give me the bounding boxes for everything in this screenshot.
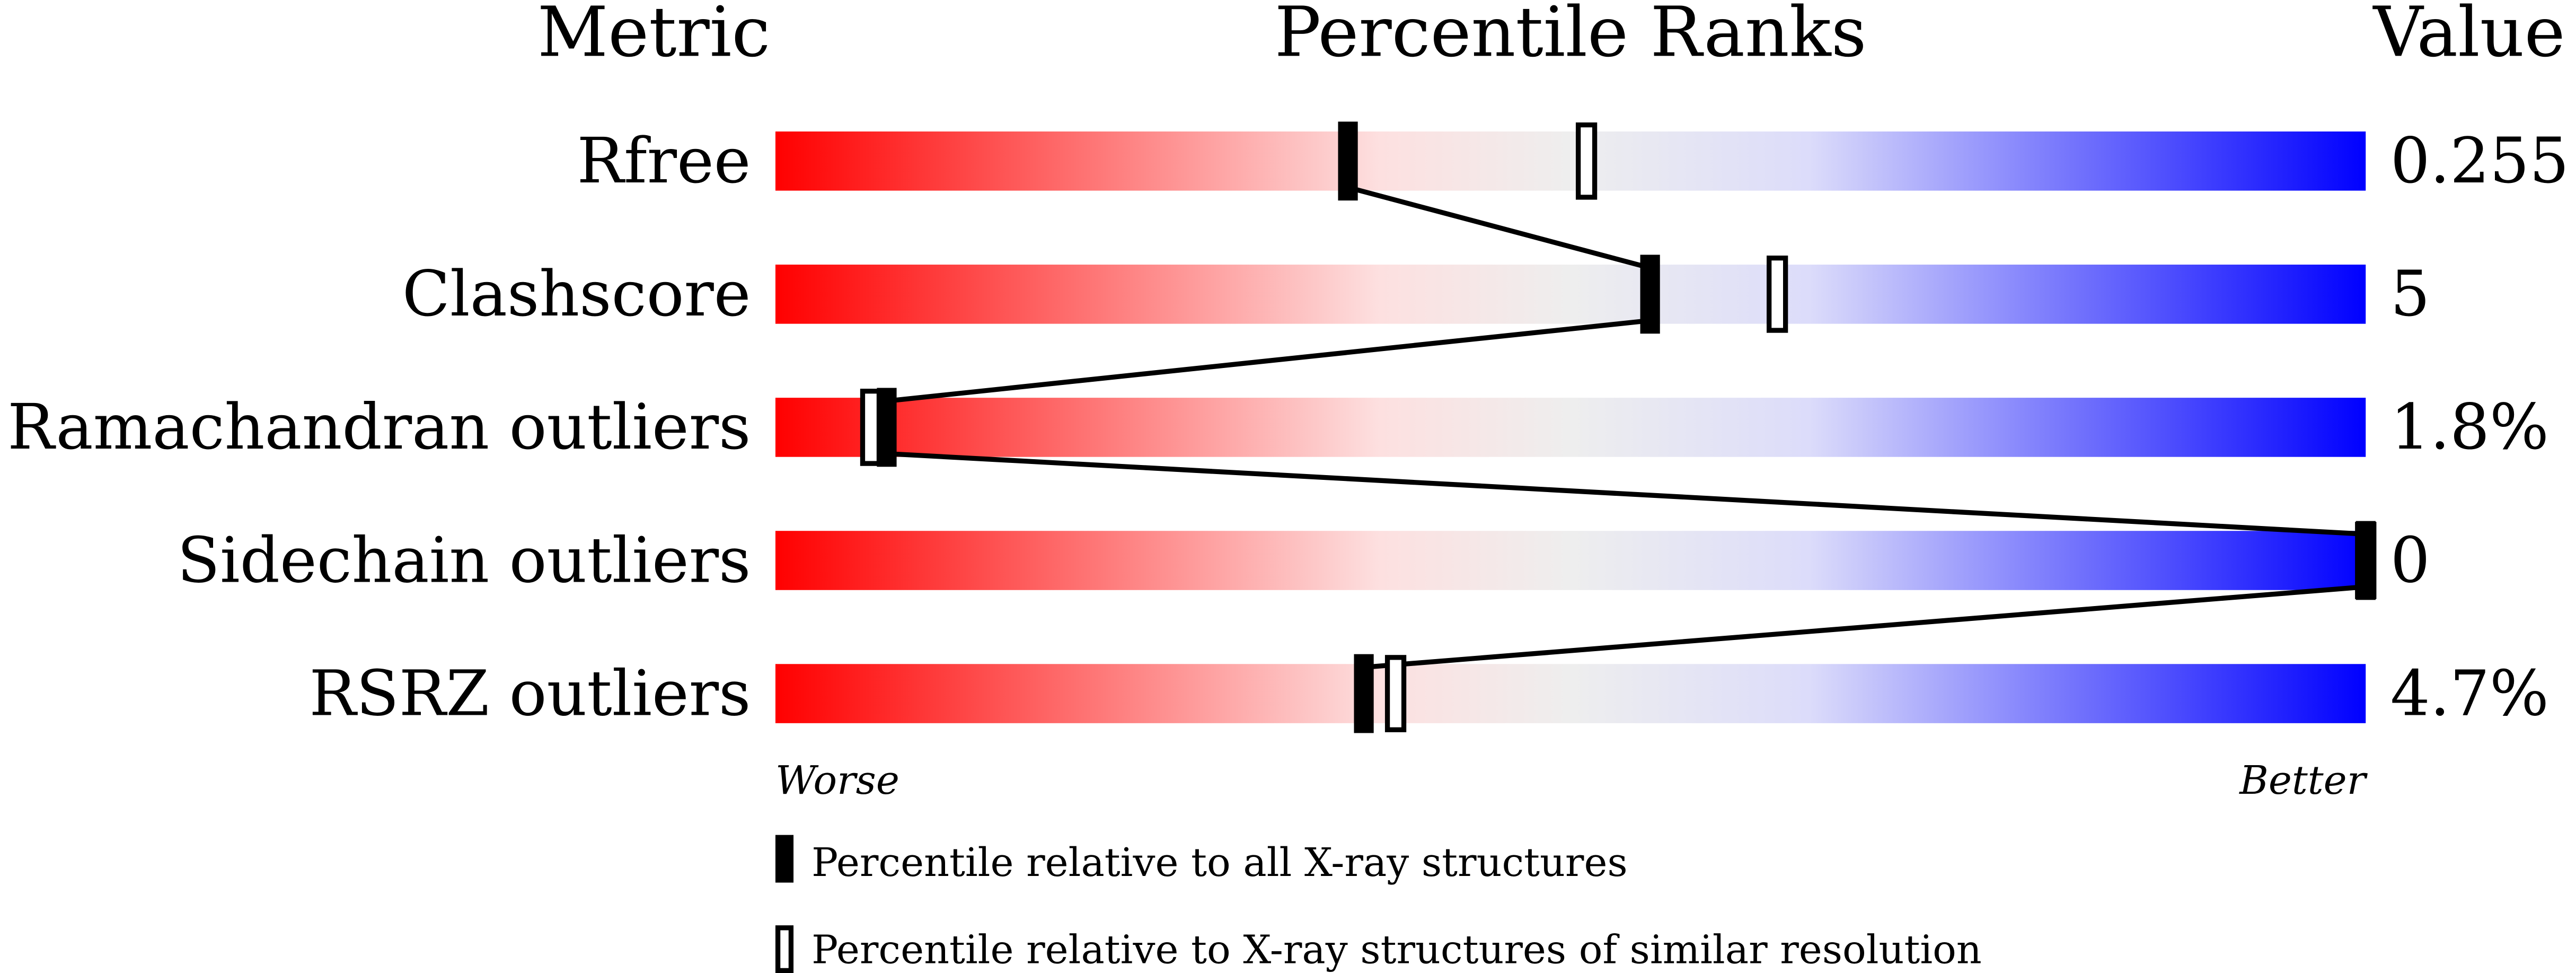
similar-resolution-marker (1767, 255, 1788, 333)
percentile-bar (775, 398, 2366, 457)
connector-line (1347, 185, 1651, 270)
metric-value: 5 (2390, 258, 2430, 330)
better-label: Better (2238, 757, 2368, 803)
all-structures-marker (1640, 255, 1660, 334)
percentile-bar (775, 664, 2366, 723)
metric-label: Ramachandran outliers (7, 391, 751, 463)
metric-label: Clashscore (402, 258, 751, 330)
percentile-bar (775, 265, 2366, 324)
all-structures-marker (1354, 654, 1374, 733)
all-structures-marker (1338, 121, 1358, 201)
connector-line (886, 318, 1651, 404)
header-value: Value (2372, 0, 2565, 72)
worse-label: Worse (775, 757, 899, 803)
metric-value: 1.8% (2390, 391, 2549, 463)
metric-label: Sidechain outliers (177, 524, 751, 597)
all-structures-marker (877, 388, 897, 467)
legend-label-similar: Percentile relative to X-ray structures … (811, 926, 1982, 972)
metric-label: RSRZ outliers (309, 657, 751, 730)
similar-resolution-marker (1384, 655, 1407, 732)
metric-value: 4.7% (2390, 657, 2549, 730)
percentile-bar (775, 531, 2366, 590)
percentile-bar (775, 131, 2366, 191)
connector-line (886, 451, 2366, 537)
legend-filled-marker-icon (775, 835, 794, 883)
header-metric: Metric (537, 0, 770, 72)
metric-value: 0 (2390, 524, 2430, 597)
similar-resolution-marker (860, 389, 882, 466)
legend-label-all: Percentile relative to all X-ray structu… (811, 839, 1628, 886)
connector-line (1363, 584, 2366, 670)
metric-label: Rfree (577, 125, 751, 197)
header-percentile-ranks: Percentile Ranks (1275, 0, 1867, 72)
legend-open-marker-icon (775, 925, 794, 973)
all-structures-marker (2356, 521, 2376, 600)
similar-resolution-marker (1575, 122, 1598, 200)
metric-value: 0.255 (2390, 125, 2569, 197)
